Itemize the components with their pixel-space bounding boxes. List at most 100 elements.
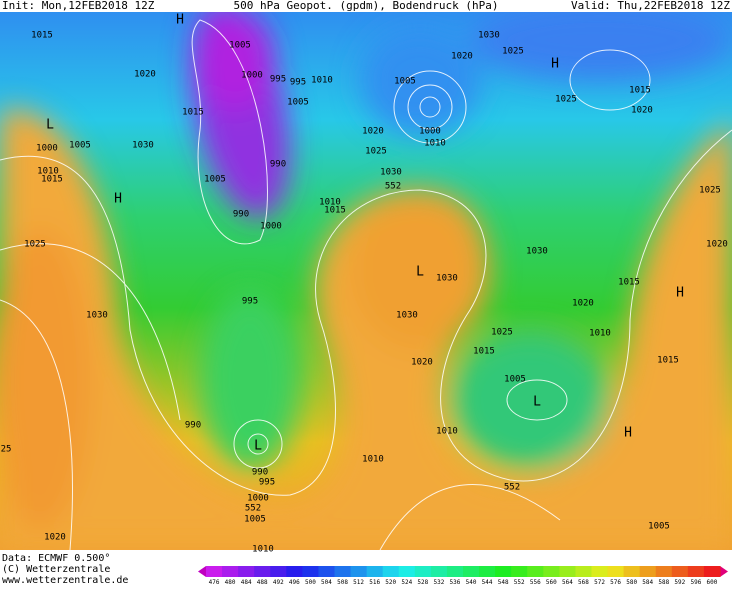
colorbar-tick-label: 492 [273,579,284,586]
isobar-label: 1010 [424,139,446,149]
isobar-label: 1020 [572,299,594,309]
isobar-label: 1020 [44,533,66,543]
colorbar-cell [254,566,271,577]
isobar-label: 1000 [36,144,58,154]
colorbar-cell [318,566,335,577]
isobar-label: 1015 [182,108,204,118]
isobar-label: 1020 [134,70,156,80]
colorbar-tick-label: 524 [401,579,412,586]
isobar-label: 1030 [86,311,108,321]
isobar-label: 1010 [37,167,59,177]
colorbar-cell [527,566,544,577]
isobar-label: 1020 [451,52,473,62]
isobar-label: 1005 [648,522,670,532]
colorbar-tick-label: 476 [209,579,220,586]
isobar-label: 1030 [380,168,402,178]
valid-text: Valid: Thu,22FEB2018 12Z [571,0,730,12]
colorbar-cell [414,566,432,577]
isobar-label: 1005 [244,515,266,525]
colorbar-tick-label: 504 [321,579,332,586]
url: www.wetterzentrale.de [2,575,128,586]
colorbar-tick-label: 516 [369,579,380,586]
colorbar-cell [575,566,592,577]
colorbar-cell [286,566,303,577]
colorbar-tick-label: 488 [257,579,268,586]
colorbar-cell [238,566,255,577]
colorbar-cell [479,566,496,577]
isobar-label: 1005 [394,77,416,87]
colorbar-tick-label: 560 [546,579,557,586]
colorbar-cell [671,566,689,577]
isobar-label: 552 [245,504,261,514]
colorbar-cell [463,566,480,577]
isobar-label: 1030 [526,247,548,257]
isobar-label: 1005 [287,98,309,108]
colorbar-cell [206,566,223,577]
isobar-label: 1010 [589,329,611,339]
isobar-label: 1030 [132,141,154,151]
colorbar-cell [559,566,576,577]
colorbar-arrow-right [720,566,728,577]
colorbar-tick-label: 600 [707,579,718,586]
colorbar-tick-label: 564 [562,579,573,586]
colorbar-tick-label: 588 [658,579,669,586]
title: 500 hPa Geopot. (gpdm), Bodendruck (hPa) [234,0,499,12]
colorbar-tick-label: 572 [594,579,605,586]
isobar-label: 1025 [491,328,513,338]
isobar-label: 1005 [69,141,91,151]
colorbar-tick-label: 576 [610,579,621,586]
isobar-label: 1000 [241,71,263,81]
pressure-center: L [416,265,424,280]
pressure-center: H [624,426,632,441]
colorbar-cell [270,566,287,577]
isobar-label: 552 [385,182,401,192]
colorbar-cell [446,566,464,577]
isobar-label: 1025 [502,47,524,57]
colorbar-tick-label: 596 [690,579,701,586]
isobar-label: 1000 [419,127,441,137]
colorbar-tick-label: 532 [433,579,444,586]
colorbar-tick-label: 484 [241,579,252,586]
colorbar-arrow-left [198,566,206,577]
pressure-center: H [551,57,559,72]
colorbar-tick-label: 552 [514,579,525,586]
isobar-label: 1030 [396,311,418,321]
isobar-label: 1005 [204,175,226,185]
pressure-center: H [114,192,122,207]
colorbar-tick-label: 584 [642,579,653,586]
pressure-center: L [46,118,54,133]
colorbar-cell [623,566,641,577]
colorbar-tick-label: 580 [626,579,637,586]
isobar-label: 1025 [24,240,46,250]
colorbar-tick-label: 520 [385,579,396,586]
isobar-label: 1015 [31,31,53,41]
isobar-label: 990 [252,468,268,478]
colorbar-cell [591,566,609,577]
colorbar-cell [511,566,528,577]
pressure-center: H [176,13,184,28]
isobar-label: 995 [290,78,306,88]
colorbar-tick-label: 540 [466,579,477,586]
colorbar-tick-label: 548 [498,579,509,586]
colorbar-cell [334,566,352,577]
isobar-label: 1025 [699,186,721,196]
colorbar-cell [703,566,721,577]
isobar-label: 1015 [41,175,63,185]
isobar-label: 1010 [436,427,458,437]
colorbar-cell [639,566,657,577]
colorbar-cell [607,566,625,577]
isobar-label: 25 [1,445,12,455]
isobar-label: 1010 [319,198,341,208]
isobar-label: 990 [270,160,286,170]
isobar-label: 1005 [504,375,526,385]
data-source: Data: ECMWF 0.500° [2,553,110,564]
isobar-label: 995 [270,75,286,85]
colorbar-cell [222,566,239,577]
isobar-label: 990 [185,421,201,431]
colorbar-cell [366,566,384,577]
isobar-label: 1015 [324,206,346,216]
isobar-label: 1020 [411,358,433,368]
colorbar-cell [655,566,673,577]
